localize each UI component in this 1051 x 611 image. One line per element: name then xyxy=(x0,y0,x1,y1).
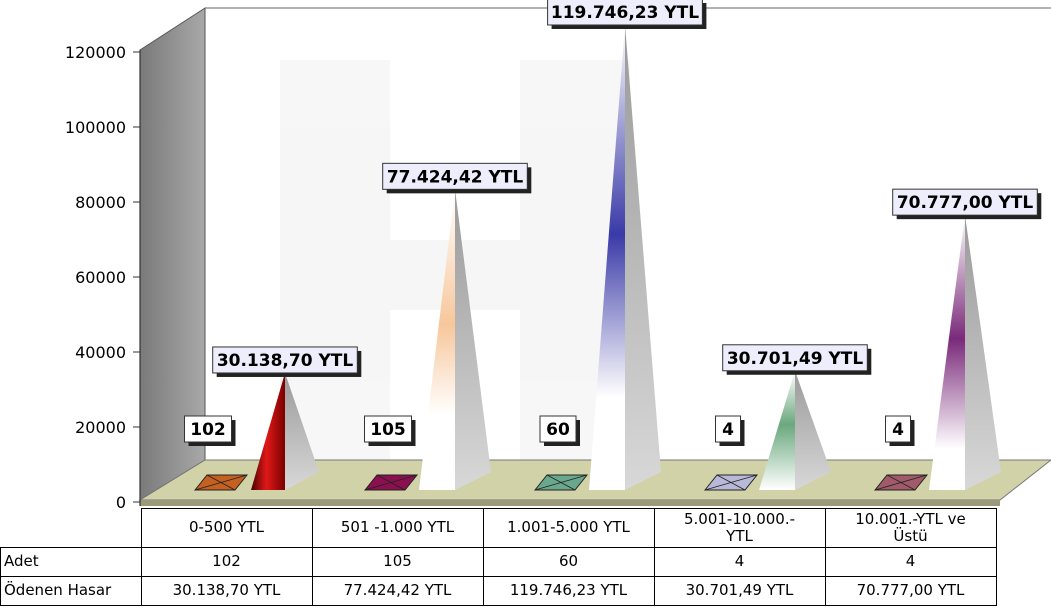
table-cell: 105 xyxy=(312,547,483,576)
y-tick-label: 20000 xyxy=(75,418,126,437)
table-cell: 30.138,70 YTL xyxy=(141,576,312,605)
chart-plot: 0 20000 40000 60000 80000 100000 120000 30.138… xyxy=(0,0,1051,508)
table-cell: 77.424,42 YTL xyxy=(312,576,483,605)
value-label: 30.701,49 YTL xyxy=(727,349,864,369)
table-header-cell: 5.001-10.000.- YTL xyxy=(654,509,825,548)
table-row: Ödenen Hasar 30.138,70 YTL 77.424,42 YTL… xyxy=(1,576,997,605)
y-tick-label: 60000 xyxy=(75,268,126,287)
bar-spike-left xyxy=(759,371,795,490)
table-cell: 4 xyxy=(825,547,996,576)
table-header-row: 0-500 YTL 501 -1.000 YTL 1.001-5.000 YTL… xyxy=(1,509,997,548)
y-axis-ticks: 0 20000 40000 60000 80000 100000 120000 xyxy=(65,43,140,508)
y-tick-label: 100000 xyxy=(65,118,126,137)
table-header-cell: 501 -1.000 YTL xyxy=(312,509,483,548)
bar-spike-right xyxy=(965,215,1001,490)
table-header-cell: 0-500 YTL xyxy=(141,509,312,548)
count-label: 4 xyxy=(892,420,904,440)
table-cell: 60 xyxy=(483,547,654,576)
bar-spike-left xyxy=(419,189,455,490)
table-header-cell: 10.001.-YTL ve Üstü xyxy=(825,509,996,548)
count-label: 60 xyxy=(546,420,570,440)
table-header-cell: 1.001-5.000 YTL xyxy=(483,509,654,548)
value-label: 119.746,23 YTL xyxy=(551,3,699,23)
count-label: 105 xyxy=(370,420,406,440)
value-label: 70.777,00 YTL xyxy=(897,193,1034,213)
y-tick-label: 80000 xyxy=(75,193,126,212)
y-tick-label: 120000 xyxy=(65,43,126,62)
y-tick-label: 40000 xyxy=(75,343,126,362)
table-cell: 4 xyxy=(654,547,825,576)
chart-floor-front xyxy=(140,500,1000,506)
bar-spike-right xyxy=(455,189,491,490)
table-cell: 119.746,23 YTL xyxy=(483,576,654,605)
bar-spike-left xyxy=(251,373,285,490)
y-tick-label: 0 xyxy=(116,493,126,508)
table-row-label: Adet xyxy=(1,547,142,576)
table-row-label: Ödenen Hasar xyxy=(1,576,142,605)
bar-spike-right xyxy=(795,371,831,490)
value-label: 77.424,42 YTL xyxy=(387,167,524,187)
count-label: 102 xyxy=(190,420,226,440)
bar-spike-left xyxy=(929,215,965,490)
data-table: 0-500 YTL 501 -1.000 YTL 1.001-5.000 YTL… xyxy=(0,508,997,606)
table-cell: 30.701,49 YTL xyxy=(654,576,825,605)
value-label: 30.138,70 YTL xyxy=(217,351,354,371)
table-corner-cell xyxy=(1,509,142,548)
table-cell: 70.777,00 YTL xyxy=(825,576,996,605)
table-row: Adet 102 105 60 4 4 xyxy=(1,547,997,576)
table-cell: 102 xyxy=(141,547,312,576)
bar-spike-right xyxy=(625,25,661,490)
count-label: 4 xyxy=(722,420,734,440)
